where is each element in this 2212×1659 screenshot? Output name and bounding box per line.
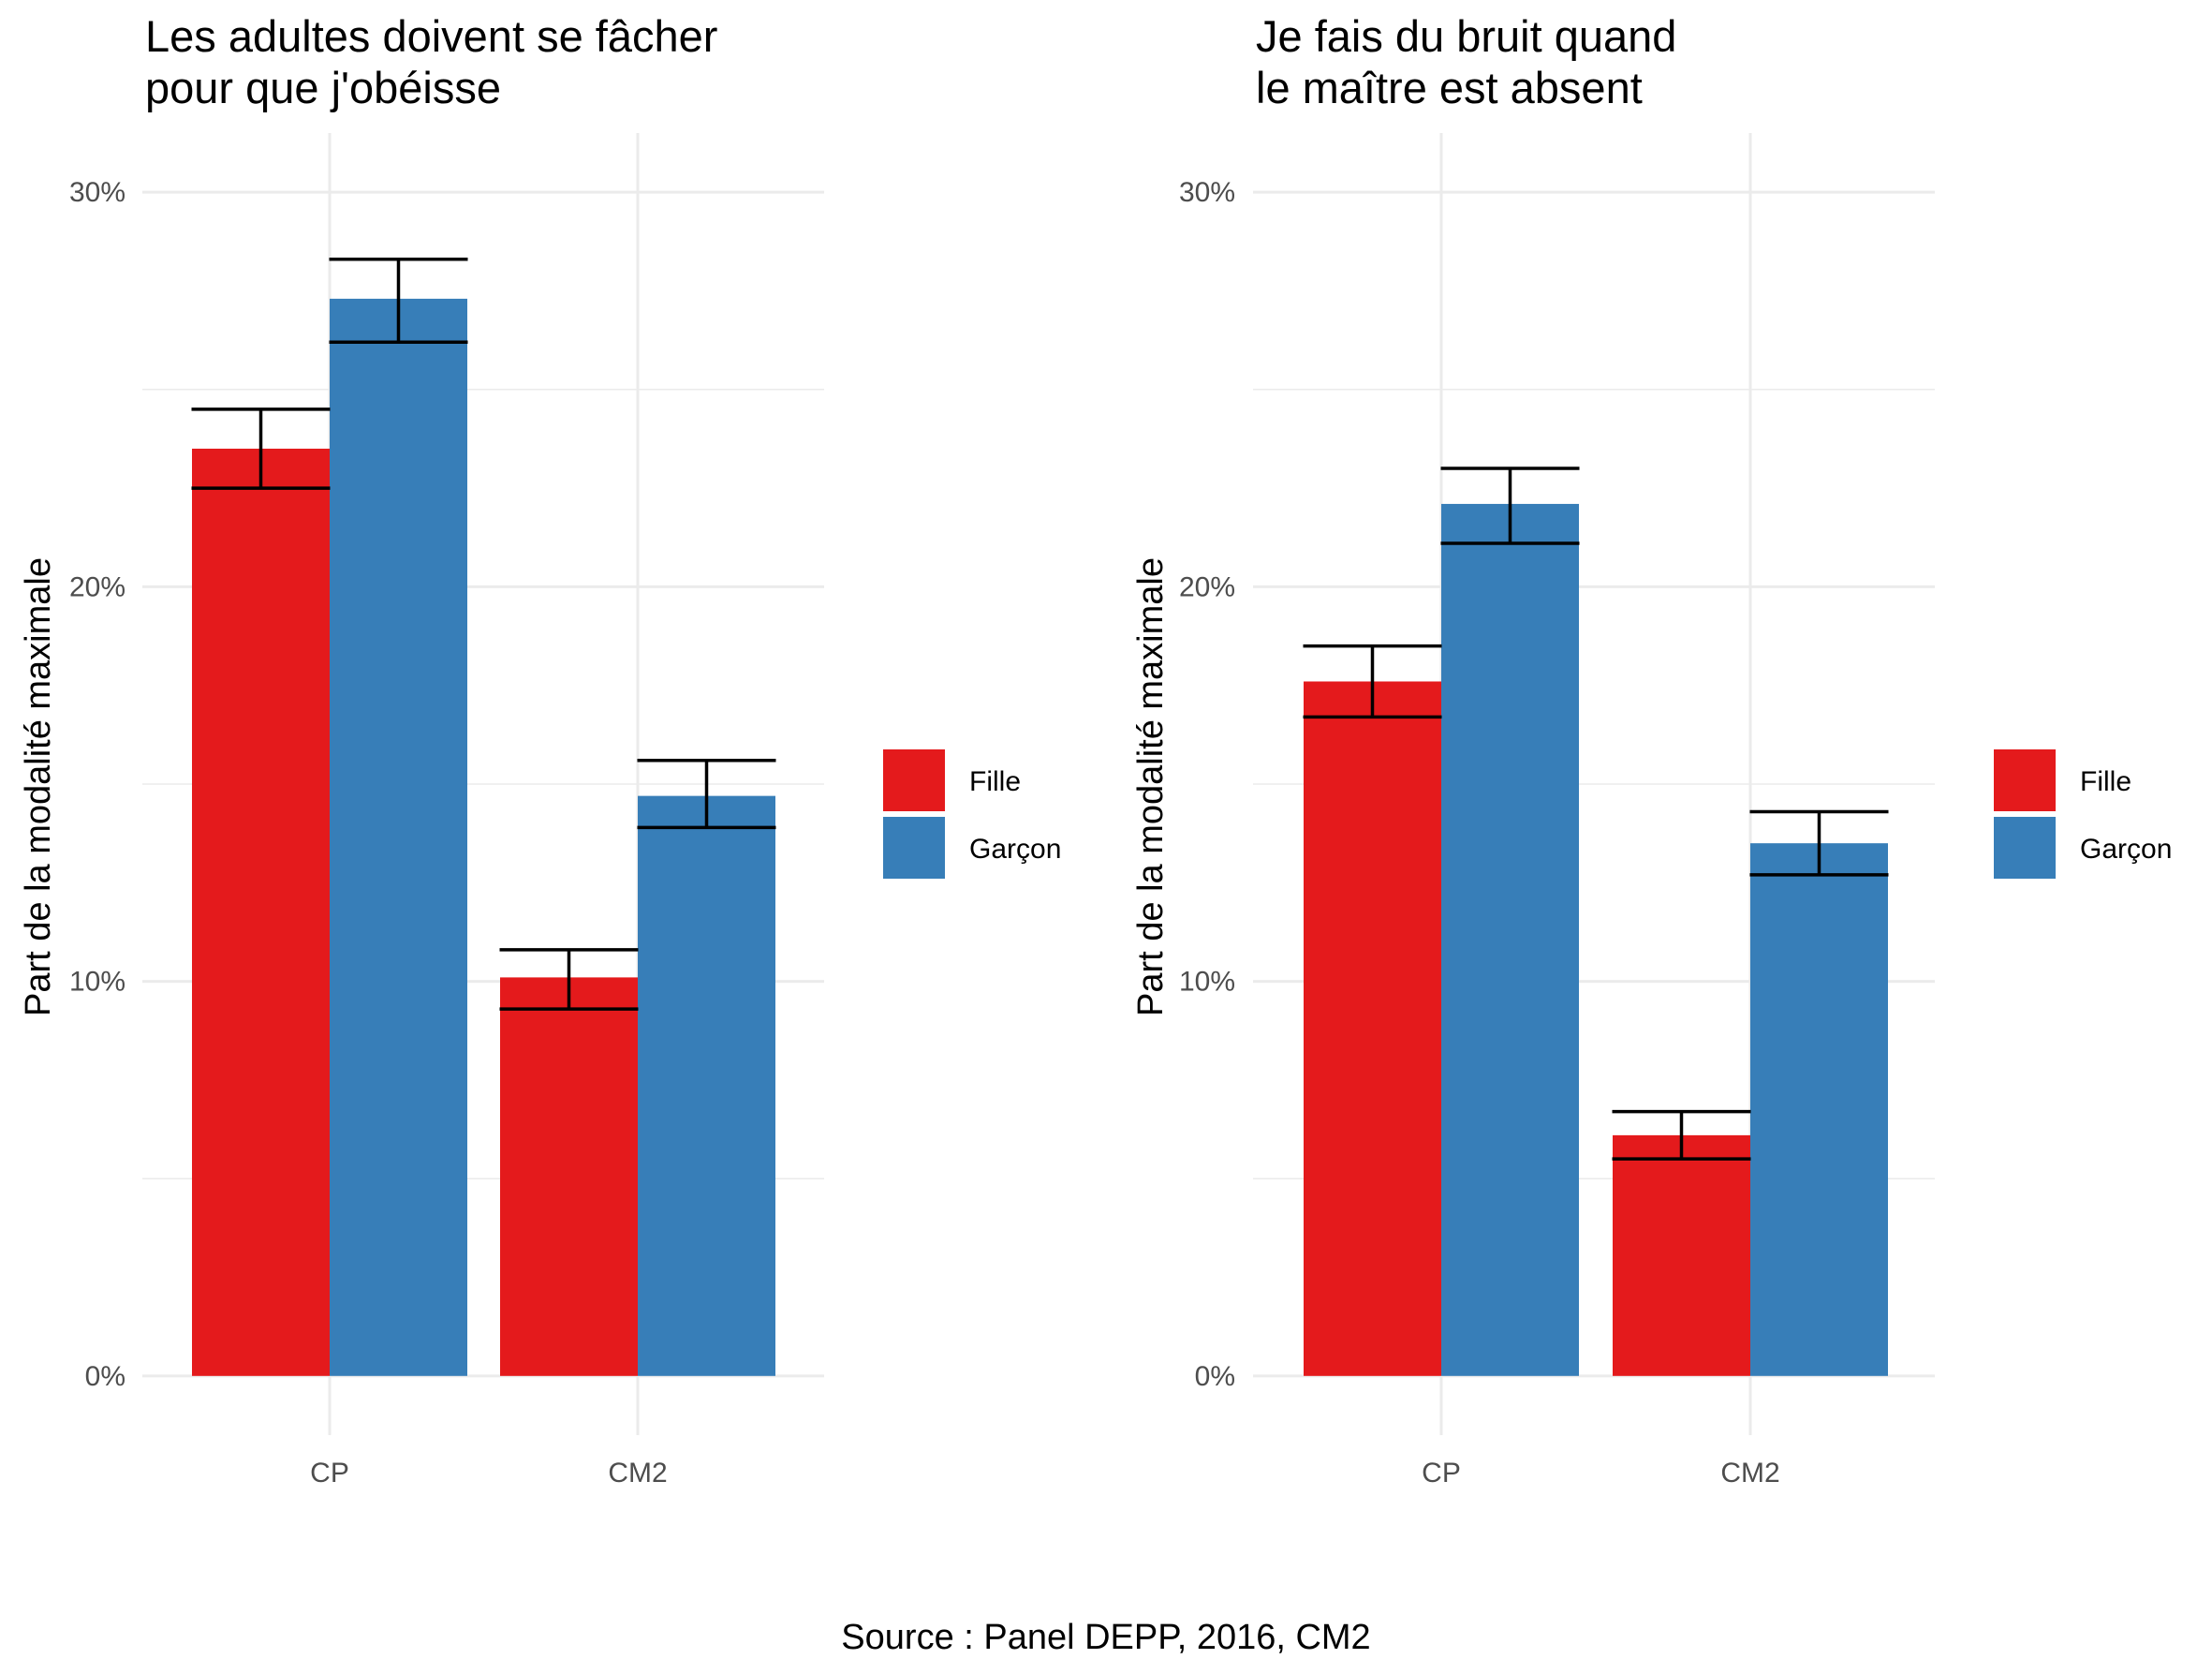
chart-title-line: le maître est absent xyxy=(1256,63,1643,112)
error-bar-cp-garcon xyxy=(329,258,468,344)
legend-key-fille xyxy=(883,749,945,811)
y-tick-label: 0% xyxy=(1195,1361,1235,1392)
error-bar-cm2-garcon xyxy=(637,758,776,830)
bar-cp-garcon xyxy=(330,298,467,1376)
y-tick-label: 20% xyxy=(1179,571,1235,602)
legend-label: Garçon xyxy=(2080,834,2172,865)
legend-key-fille xyxy=(1994,749,2056,811)
x-tick-label: CM2 xyxy=(608,1458,667,1489)
x-tick-label: CP xyxy=(1422,1458,1461,1489)
y-axis-label: Part de la modalité maximale xyxy=(1131,557,1171,1016)
chart-title-line: pour que j'obéisse xyxy=(145,63,501,112)
error-bar-cm2-fille xyxy=(1612,1109,1751,1161)
y-tick-label: 10% xyxy=(1179,967,1235,998)
error-bar-cp-garcon xyxy=(1440,467,1580,545)
y-axis-label: Part de la modalité maximale xyxy=(19,557,58,1016)
source-caption: Source : Panel DEPP, 2016, CM2 xyxy=(841,1618,1370,1657)
x-tick-label: CP xyxy=(310,1458,349,1489)
legend-label: Garçon xyxy=(969,834,1061,865)
legend-key-garcon xyxy=(883,817,945,879)
chart-panel-2: 0% 10% 20% 30% CP CM2 Je fais du bruit quandle… xyxy=(1131,11,2172,1489)
y-tick-label: 20% xyxy=(69,571,125,602)
bar-cp-garcon xyxy=(1441,503,1579,1376)
chart-title-line: Je fais du bruit quand xyxy=(1256,11,1676,61)
y-tick-label: 30% xyxy=(1179,177,1235,208)
bar-cm2-garcon xyxy=(638,795,775,1376)
error-bar-cm2-fille xyxy=(499,948,639,1011)
bar-cp-fille xyxy=(1304,681,1441,1376)
bar-cm2-garcon xyxy=(1750,843,1888,1376)
legend-key-garcon xyxy=(1994,817,2056,879)
error-bar-cp-fille xyxy=(191,407,331,490)
bar-cp-fille xyxy=(192,448,330,1376)
x-tick-label: CM2 xyxy=(1720,1458,1779,1489)
legend-label: Fille xyxy=(969,766,1021,797)
error-bar-cm2-garcon xyxy=(1749,809,1889,877)
chart-title-line: Les adultes doivent se fâcher xyxy=(145,11,717,61)
legend: Fille Garçon xyxy=(883,749,1061,879)
error-bar-cp-fille xyxy=(1303,644,1442,719)
chart-panel-1: 0% 10% 20% 30% CP CM2 Les adultes doivent se f… xyxy=(19,11,1061,1489)
legend-label: Fille xyxy=(2080,766,2131,797)
bar-cm2-fille xyxy=(1613,1134,1750,1376)
y-tick-label: 10% xyxy=(69,967,125,998)
y-tick-label: 30% xyxy=(69,177,125,208)
legend: Fille Garçon xyxy=(1994,749,2172,879)
bar-cm2-fille xyxy=(500,977,638,1376)
y-tick-label: 0% xyxy=(85,1361,125,1392)
